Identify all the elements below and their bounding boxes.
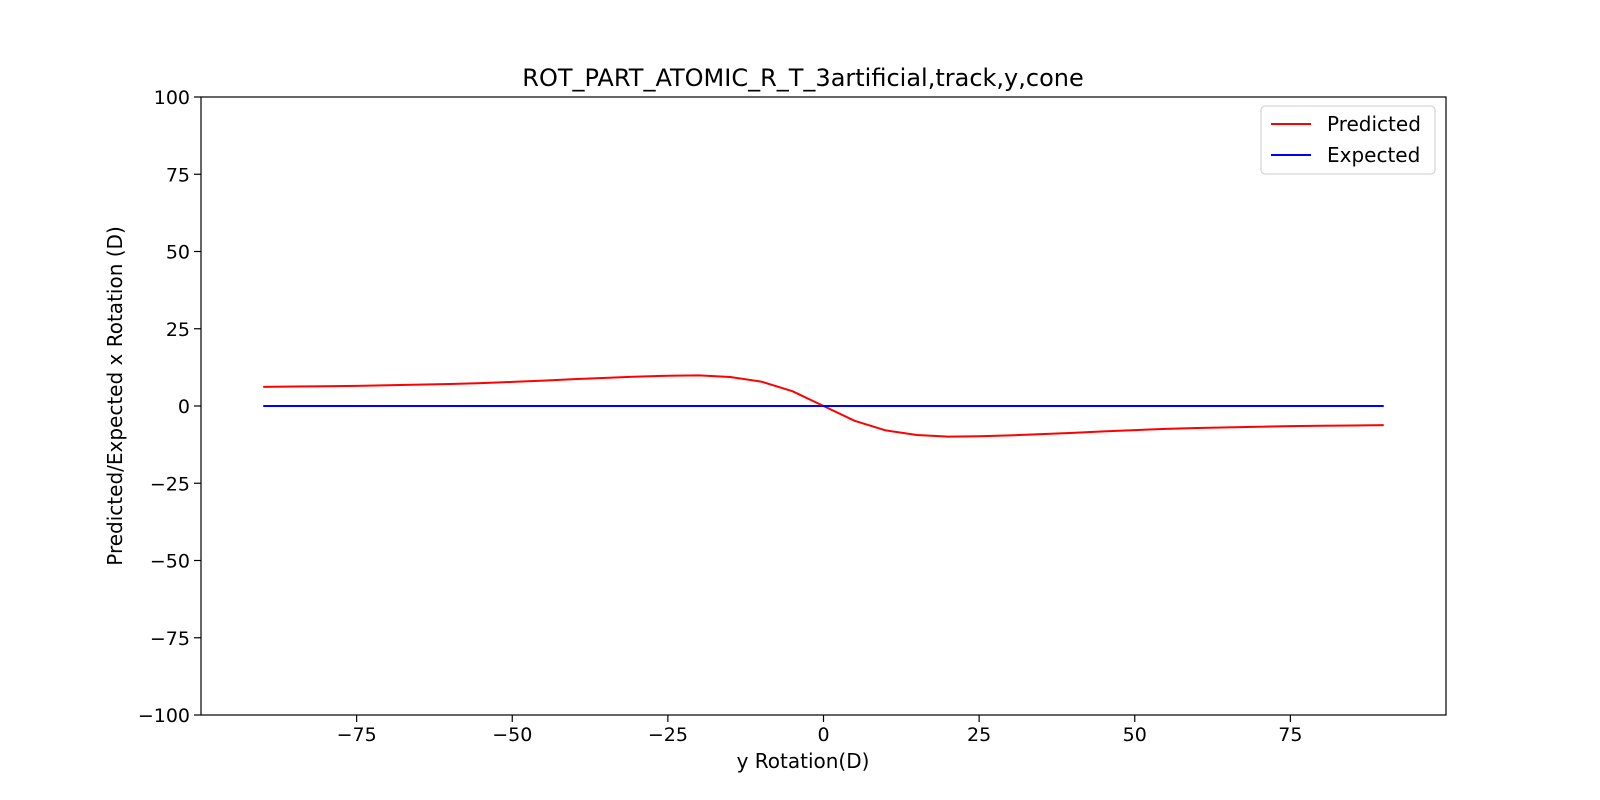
x-tick-label: 75 [1278,724,1302,746]
x-tick-label: 50 [1123,724,1147,746]
legend-label-predicted: Predicted [1327,112,1421,136]
chart-title: ROT_PART_ATOMIC_R_T_3artificial,track,y,… [522,64,1083,92]
x-tick-label: −75 [337,724,377,746]
y-tick-label: −25 [150,473,190,495]
y-tick-label: −100 [138,705,190,727]
legend-label-expected: Expected [1327,143,1420,167]
x-tick-label: −50 [492,724,532,746]
x-tick-label: 25 [967,724,991,746]
y-tick-label: −75 [150,628,190,650]
x-axis-label: y Rotation(D) [737,749,870,773]
y-tick-label: 25 [166,319,190,341]
plot-area: −75 −50 −25 0 25 50 75 −100 −75 −50 −25 0 25 50 75 100 [138,87,1447,746]
y-tick-label: 0 [178,396,190,418]
y-tick-label: 75 [166,164,190,186]
legend: Predicted Expected [1260,105,1436,175]
y-axis-label: Predicted/Expected x Rotation (D) [103,226,127,566]
y-tick-label: 50 [166,242,190,264]
x-tick-label: 0 [817,724,829,746]
y-tick-label: 100 [154,87,190,109]
y-tick-label: −50 [150,551,190,573]
x-tick-label: −25 [648,724,688,746]
